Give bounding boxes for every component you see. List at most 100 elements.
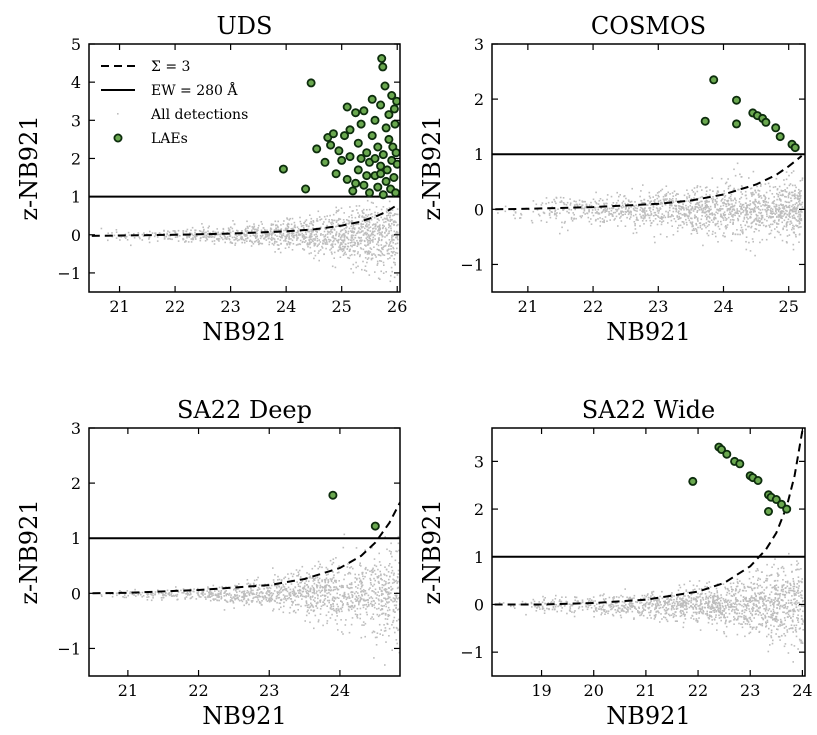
detection-point [351,216,353,219]
detection-point [690,599,693,602]
detection-point [383,574,386,576]
detection-point [675,210,677,213]
detection-point [750,211,752,213]
detection-point [325,586,327,589]
detection-point [573,200,575,202]
lae-point [775,132,785,142]
detection-point [366,569,369,571]
detection-point [315,236,317,238]
detection-point [373,558,376,560]
detection-point [334,588,337,591]
detection-point [341,243,343,245]
detection-point [768,215,771,217]
detection-point [732,216,734,218]
detection-point [324,594,327,597]
detection-point [798,214,800,216]
detection-point [331,228,334,230]
detection-point [386,601,388,603]
detection-point [398,628,400,631]
detection-point [800,605,803,608]
detection-point [203,232,205,235]
detection-point [186,235,188,238]
detection-point [343,533,346,536]
detection-point [796,225,799,227]
detection-point [679,601,681,603]
detection-point [349,606,352,609]
detection-point [371,597,374,600]
detection-point [543,609,546,612]
detection-point [347,563,349,565]
detection-point [553,198,555,201]
detection-point [285,599,288,602]
detection-point [380,260,383,262]
detection-point [151,232,154,234]
detection-point [258,224,260,227]
detection-point [786,235,789,237]
detection-point [220,589,223,592]
detection-point [163,594,166,596]
detection-point [384,618,387,620]
detection-point [756,220,759,222]
detection-point [390,248,392,250]
detection-point [350,566,353,568]
detection-point [765,238,768,241]
detection-point [383,605,385,607]
detection-point [218,240,220,242]
detection-point [303,238,305,240]
detection-point [376,577,379,579]
detection-point [778,574,780,576]
detection-point [337,588,339,591]
detection-point [778,220,780,222]
detection-point [290,572,293,575]
detection-point [377,576,380,579]
detection-point [695,230,698,232]
detection-point [218,586,221,589]
detection-point [296,226,299,228]
detection-point [359,562,361,564]
detection-point [220,597,223,599]
detection-point [370,569,373,572]
detection-point [784,643,787,645]
detection-point [372,223,375,225]
detection-point [800,190,802,192]
detection-point [690,208,693,210]
detection-point [392,246,394,249]
detection-point [328,231,331,233]
detection-point [794,207,797,210]
detection-point [667,215,670,217]
detection-point [330,247,333,250]
detection-point [540,219,543,222]
detection-point [365,592,368,595]
detection-point [384,627,387,629]
detection-point [236,235,238,238]
detection-point [343,233,345,235]
detection-point [392,241,394,244]
detection-point [776,226,778,228]
detection-point [790,191,793,194]
detection-point [396,247,398,250]
detection-point [688,196,691,199]
detection-point [705,601,707,603]
detection-point [582,211,585,214]
detection-point [338,235,340,238]
detection-point [714,205,716,207]
detection-point [802,610,804,613]
detection-point [689,201,691,203]
detection-point [268,600,271,603]
detection-point [391,624,393,626]
detection-point [328,219,330,221]
detection-point [734,197,736,200]
detection-point [788,615,791,617]
detection-point [367,214,370,216]
detection-point [661,221,663,223]
detection-point [667,604,669,606]
detection-point [395,221,397,224]
detection-point [380,599,383,601]
detection-point [351,604,353,607]
detection-point [665,199,667,201]
detection-point [603,219,605,222]
lae-point [353,165,363,175]
detection-point [333,237,336,240]
detection-point [653,211,656,214]
detection-point [387,214,390,217]
